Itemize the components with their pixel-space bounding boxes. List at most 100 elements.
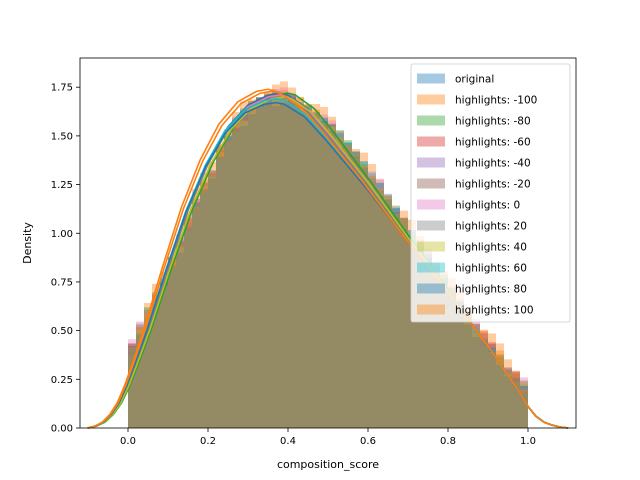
hist-bar — [464, 311, 472, 428]
hist-bar — [240, 113, 248, 429]
hist-bar — [520, 383, 528, 428]
hist-bar — [472, 324, 480, 428]
hist-bar — [272, 97, 280, 428]
hist-bar — [272, 88, 280, 429]
hist-bar — [472, 330, 480, 428]
hist-bar — [272, 84, 280, 428]
hist-bar — [168, 258, 176, 428]
hist-bar — [160, 287, 168, 428]
hist-bar — [344, 143, 352, 428]
hist-bar — [376, 193, 384, 428]
legend-label: highlights: -100 — [455, 95, 537, 107]
hist-bar — [256, 98, 264, 429]
hist-bar — [240, 121, 248, 428]
hist-bar — [264, 95, 272, 429]
hist-bar — [168, 267, 176, 428]
hist-bar — [352, 151, 360, 428]
hist-bar — [512, 378, 520, 428]
hist-bar — [368, 178, 376, 428]
hist-bar — [400, 230, 408, 428]
hist-bar — [168, 256, 176, 428]
hist-bar — [288, 97, 296, 429]
hist-bar — [432, 267, 440, 428]
hist-bar — [504, 369, 512, 428]
hist-bar — [304, 108, 312, 428]
hist-bar — [424, 259, 432, 428]
hist-bar — [368, 164, 376, 429]
hist-bar — [200, 189, 208, 428]
hist-bar — [400, 218, 408, 428]
hist-bar — [344, 147, 352, 428]
hist-bar — [248, 101, 256, 428]
hist-bar — [336, 130, 344, 428]
hist-bar — [472, 334, 480, 428]
hist-bar — [400, 230, 408, 428]
hist-bar — [488, 351, 496, 428]
hist-bar — [168, 258, 176, 428]
hist-bar — [520, 391, 528, 428]
hist-bar — [280, 87, 288, 428]
legend-swatch — [417, 283, 445, 294]
hist-bar — [400, 210, 408, 428]
hist-bar — [192, 209, 200, 428]
hist-bar — [448, 292, 456, 428]
legend-swatch — [417, 94, 445, 105]
hist-bar — [288, 98, 296, 429]
hist-bar — [224, 136, 232, 428]
hist-bar — [216, 157, 224, 429]
hist-bar — [464, 317, 472, 428]
hist-bar — [328, 123, 336, 429]
hist-bar — [256, 106, 264, 428]
hist-bar — [392, 214, 400, 428]
hist-bar — [472, 323, 480, 428]
hist-bar — [360, 161, 368, 428]
hist-bar — [192, 199, 200, 428]
hist-bar — [200, 183, 208, 428]
hist-bar — [216, 143, 224, 428]
hist-bar — [136, 327, 144, 428]
hist-bar — [480, 338, 488, 428]
hist-bar — [488, 344, 496, 428]
hist-bar — [352, 161, 360, 428]
hist-bar — [240, 108, 248, 428]
hist-bar — [432, 263, 440, 428]
hist-bar — [328, 116, 336, 429]
legend-swatch — [417, 178, 445, 189]
y-tick-label: 0.75 — [51, 277, 73, 288]
hist-bar — [440, 278, 448, 428]
x-tick-label: 0.6 — [360, 436, 376, 447]
hist-bar — [240, 125, 248, 429]
hist-bar — [248, 111, 256, 429]
hist-bar — [328, 124, 336, 428]
hist-bar — [232, 116, 240, 428]
hist-bar — [176, 234, 184, 428]
hist-bar — [312, 113, 320, 428]
hist-bar — [272, 97, 280, 429]
legend-label: highlights: 0 — [455, 200, 520, 212]
hist-bar — [512, 377, 520, 428]
hist-bar — [264, 104, 272, 429]
hist-bar — [336, 137, 344, 428]
hist-bar — [256, 108, 264, 428]
hist-bar — [144, 317, 152, 428]
hist-bar — [168, 259, 176, 428]
hist-bar — [432, 266, 440, 428]
hist-bar — [192, 202, 200, 428]
hist-bar — [200, 182, 208, 428]
hist-bar — [360, 161, 368, 428]
hist-bar — [440, 280, 448, 428]
hist-bar — [256, 102, 264, 429]
hist-bar — [272, 103, 280, 429]
hist-bar — [432, 271, 440, 428]
hist-bar — [200, 179, 208, 428]
hist-bar — [304, 104, 312, 429]
hist-bar — [400, 217, 408, 428]
hist-bar — [424, 252, 432, 428]
hist-bar — [328, 126, 336, 428]
hist-bar — [312, 104, 320, 429]
x-tick-label: 1.0 — [520, 436, 536, 447]
hist-bar — [424, 253, 432, 428]
hist-bar — [144, 312, 152, 428]
hist-bar — [400, 225, 408, 428]
hist-bar — [296, 102, 304, 429]
